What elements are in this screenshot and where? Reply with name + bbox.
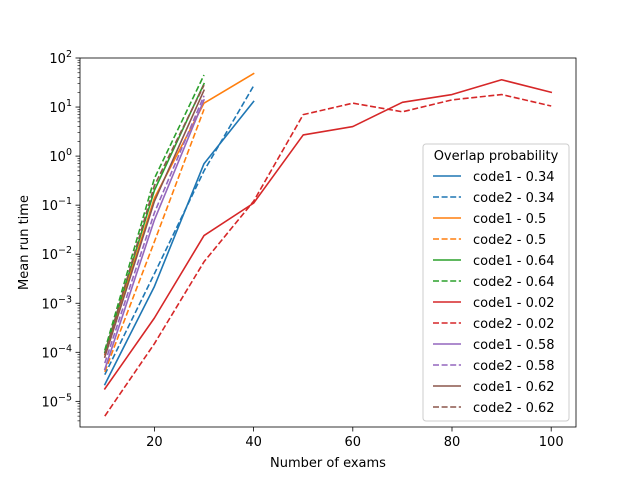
series-line-0 bbox=[103, 100, 255, 386]
x-tick-label-2: 60 bbox=[345, 435, 362, 450]
x-tick-label-4: 100 bbox=[539, 435, 564, 450]
x-axis-label: Number of exams bbox=[270, 456, 386, 471]
y-tick-label-3: 10−2 bbox=[41, 245, 72, 263]
legend-entry-3: code2 - 0.5 bbox=[473, 233, 546, 248]
series-line-8 bbox=[103, 98, 206, 371]
x-tick-label-3: 80 bbox=[444, 435, 461, 450]
series-line-2 bbox=[103, 72, 255, 356]
legend-entry-1: code2 - 0.34 bbox=[473, 191, 555, 206]
series-line-7 bbox=[104, 93, 552, 417]
series-line-9 bbox=[104, 95, 205, 364]
series-line-6 bbox=[103, 78, 553, 390]
legend-entry-10: code1 - 0.62 bbox=[473, 380, 555, 395]
y-tick-label-5: 100 bbox=[49, 147, 72, 165]
legend-title: Overlap probability bbox=[434, 149, 559, 164]
series-line-1 bbox=[104, 85, 255, 376]
legend-entry-8: code1 - 0.58 bbox=[473, 338, 555, 353]
x-tick-label-1: 40 bbox=[245, 435, 262, 450]
legend: Overlap probability code1 - 0.34 code2 - … bbox=[422, 143, 570, 422]
series-line-11 bbox=[104, 84, 205, 355]
legend-entry-9: code2 - 0.58 bbox=[473, 359, 555, 374]
x-tick-label-0: 20 bbox=[146, 435, 163, 450]
y-axis-ticks: 10−5 10−4 10−3 10−2 10−1 100 101 102 bbox=[41, 49, 80, 422]
legend-entry-2: code1 - 0.5 bbox=[473, 212, 546, 227]
y-tick-label-6: 101 bbox=[49, 98, 72, 116]
legend-entry-7: code2 - 0.02 bbox=[473, 317, 555, 332]
y-tick-label-7: 102 bbox=[49, 49, 72, 67]
series-line-3 bbox=[104, 109, 205, 373]
legend-entry-0: code1 - 0.34 bbox=[473, 170, 555, 185]
series-line-10 bbox=[103, 89, 206, 359]
legend-entry-11: code2 - 0.62 bbox=[473, 401, 555, 416]
y-tick-label-2: 10−3 bbox=[41, 294, 72, 312]
legend-entry-4: code1 - 0.64 bbox=[473, 254, 555, 269]
legend-entry-6: code1 - 0.02 bbox=[473, 296, 555, 311]
legend-entry-5: code2 - 0.64 bbox=[473, 275, 555, 290]
series-lines bbox=[103, 72, 553, 417]
plot-frame bbox=[79, 57, 577, 428]
series-line-5 bbox=[104, 74, 205, 351]
y-axis-label: Mean run time bbox=[17, 195, 32, 290]
y-tick-label-0: 10−5 bbox=[41, 392, 72, 410]
y-tick-label-4: 10−1 bbox=[41, 196, 72, 214]
y-tick-label-1: 10−4 bbox=[41, 343, 72, 361]
x-axis-ticks: 20 40 60 80 100 bbox=[146, 427, 564, 450]
legend-box bbox=[422, 143, 570, 422]
